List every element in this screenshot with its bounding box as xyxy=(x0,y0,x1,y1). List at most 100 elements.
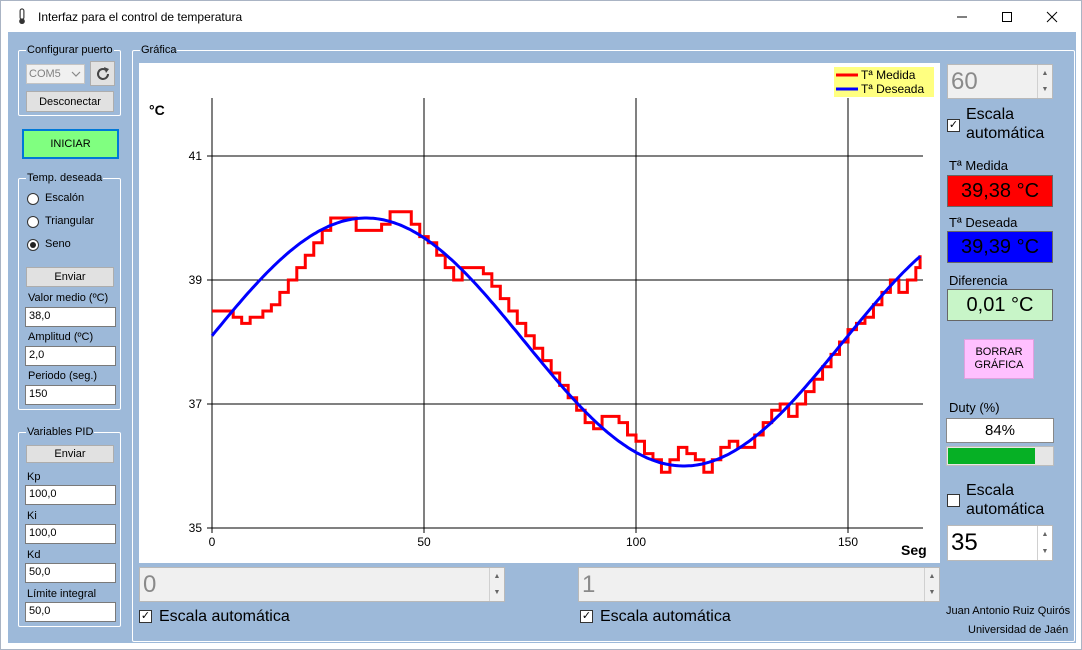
spin-down-icon[interactable]: ▼ xyxy=(493,589,501,597)
xmin-spin[interactable]: ▲ ▼ xyxy=(489,568,504,601)
measured-value: 39,38 °C xyxy=(947,175,1053,207)
autoscale-top-checkbox[interactable]: ✓ xyxy=(947,119,960,132)
window-title: Interfaz para el control de temperatura xyxy=(38,10,243,24)
spin-down-icon[interactable]: ▼ xyxy=(928,589,936,597)
legend-measured-label: Tª Medida xyxy=(861,68,916,82)
kp-label: Kp xyxy=(27,471,41,483)
y-tick-label: 41 xyxy=(189,149,203,163)
x-tick-label: 100 xyxy=(626,535,646,549)
kp-input[interactable]: 100,0 xyxy=(25,485,116,505)
spin-up-icon[interactable]: ▲ xyxy=(1041,531,1049,538)
y-axis-label: °C xyxy=(149,102,165,118)
radio-escalon[interactable] xyxy=(27,193,39,205)
xmax-spin[interactable]: ▲ ▼ xyxy=(924,568,939,601)
author-credit: Juan Antonio Ruiz Quirós xyxy=(946,605,1071,617)
radio-escalon-label: Escalón xyxy=(45,192,85,204)
kd-input[interactable]: 50,0 xyxy=(25,563,116,583)
ki-label: Ki xyxy=(27,510,37,522)
x-tick-label: 0 xyxy=(209,535,216,549)
radio-seno[interactable] xyxy=(27,239,39,251)
y-tick-label: 35 xyxy=(189,521,203,535)
port-select[interactable]: COM5 xyxy=(26,64,85,84)
duty-progress xyxy=(946,446,1054,466)
radio-seno-label: Seno xyxy=(45,238,71,250)
limit-label: Límite integral xyxy=(27,588,97,600)
maximize-icon xyxy=(1002,11,1012,22)
ki-input[interactable]: 100,0 xyxy=(25,524,116,544)
xmin-autoscale-checkbox[interactable]: ✓ xyxy=(139,610,152,623)
radio-triangular[interactable] xyxy=(27,216,39,228)
duty-progress-fill xyxy=(948,448,1035,464)
desired-value: 39,39 °C xyxy=(947,231,1053,263)
measured-label: Tª Medida xyxy=(949,158,1009,173)
period-label: Periodo (seg.) xyxy=(28,370,98,382)
duty-value: 84% xyxy=(946,418,1054,443)
ymin-stepper[interactable]: 35 ▲ ▼ xyxy=(947,525,1053,561)
university-credit: Universidad de Jaén xyxy=(968,624,1069,636)
y-tick-label: 37 xyxy=(189,397,203,411)
maximize-button[interactable] xyxy=(984,1,1030,32)
chart-group-label: Gráfica xyxy=(140,44,178,56)
chart-background xyxy=(139,63,940,563)
ymax-value: 60 xyxy=(951,68,978,95)
chevron-down-icon xyxy=(71,71,81,77)
client-area: Configurar puerto COM5 Desconectar INICI… xyxy=(8,32,1076,643)
temp-group-label: Temp. deseada xyxy=(26,172,104,184)
period-input[interactable]: 150 xyxy=(25,385,116,405)
x-tick-label: 50 xyxy=(417,535,431,549)
chart-legend: Tª Medida Tª Deseada xyxy=(834,67,934,97)
duty-label: Duty (%) xyxy=(949,400,1000,415)
minimize-icon xyxy=(957,16,967,17)
autoscale-bottom-checkbox[interactable] xyxy=(947,494,960,507)
diff-value: 0,01 °C xyxy=(947,289,1053,321)
clear-chart-button[interactable]: BORRAR GRÁFICA xyxy=(964,339,1034,379)
ymax-stepper[interactable]: 60 ▲ ▼ xyxy=(947,64,1053,99)
xmin-stepper[interactable]: 0 ▲ ▼ xyxy=(139,567,505,602)
start-button[interactable]: INICIAR xyxy=(22,129,119,159)
desired-label: Tª Deseada xyxy=(949,215,1018,230)
ymin-spin[interactable]: ▲ ▼ xyxy=(1037,526,1052,560)
series-line-measured xyxy=(212,210,922,474)
mean-label: Valor medio (ºC) xyxy=(28,292,109,304)
thermometer-icon xyxy=(19,8,25,25)
spin-down-icon[interactable]: ▼ xyxy=(1041,548,1049,555)
limit-input[interactable]: 50,0 xyxy=(25,602,116,622)
close-icon xyxy=(1046,11,1058,22)
spin-up-icon[interactable]: ▲ xyxy=(1041,69,1049,77)
temp-send-button[interactable]: Enviar xyxy=(26,267,114,287)
series-line-desired xyxy=(210,216,922,468)
ymin-value: 35 xyxy=(951,529,978,556)
ymax-spin[interactable]: ▲ ▼ xyxy=(1037,65,1052,98)
spin-down-icon[interactable]: ▼ xyxy=(1041,86,1049,94)
pid-group-label: Variables PID xyxy=(26,426,95,438)
radio-triangular-label: Triangular xyxy=(45,215,95,227)
refresh-icon xyxy=(96,66,109,80)
close-button[interactable] xyxy=(1029,1,1075,32)
chart-group xyxy=(132,50,1075,642)
title-bar[interactable]: Interfaz para el control de temperatura xyxy=(1,1,1081,32)
port-select-value: COM5 xyxy=(29,68,61,80)
temperature-chart[interactable]: 0 50 100 150 35 37 39 41 °C Seg Tª Medida Tª De… xyxy=(139,63,940,563)
kd-label: Kd xyxy=(27,549,41,561)
spin-up-icon[interactable]: ▲ xyxy=(493,572,501,580)
mean-input[interactable]: 38,0 xyxy=(25,307,116,327)
legend-desired-label: Tª Deseada xyxy=(861,82,924,96)
xmax-autoscale-label: Escala automática xyxy=(600,608,731,625)
x-axis-label: Seg xyxy=(901,542,927,558)
xmax-stepper[interactable]: 1 ▲ ▼ xyxy=(578,567,940,602)
xmin-autoscale-label: Escala automática xyxy=(159,608,290,625)
disconnect-button[interactable]: Desconectar xyxy=(26,91,114,112)
x-tick-label: 150 xyxy=(838,535,858,549)
pid-send-button[interactable]: Enviar xyxy=(26,445,114,463)
spin-up-icon[interactable]: ▲ xyxy=(928,572,936,580)
refresh-button[interactable] xyxy=(90,61,115,86)
xmax-value: 1 xyxy=(582,571,596,598)
autoscale-top-label: Escala automática xyxy=(966,106,1045,142)
minimize-button[interactable] xyxy=(939,1,985,32)
port-group-label: Configurar puerto xyxy=(26,44,114,56)
xmax-autoscale-checkbox[interactable]: ✓ xyxy=(580,610,593,623)
xmin-value: 0 xyxy=(143,571,157,598)
amplitude-label: Amplitud (ºC) xyxy=(28,331,94,343)
amplitude-input[interactable]: 2,0 xyxy=(25,346,116,366)
